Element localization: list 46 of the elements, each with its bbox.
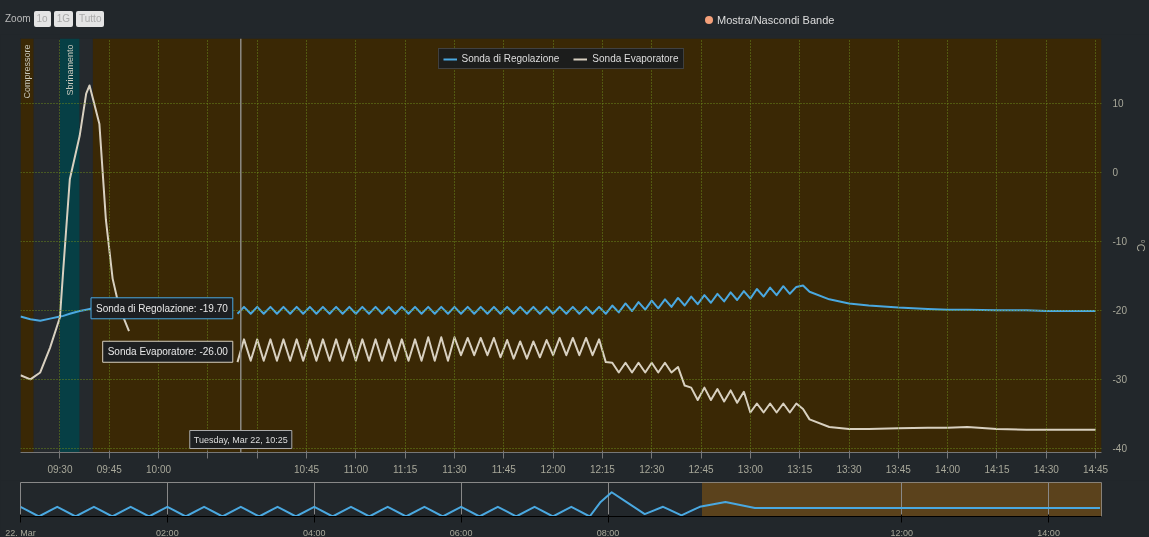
x-tick-label: 13:00: [737, 463, 764, 475]
x-tick-label: 06:00: [449, 527, 473, 537]
y-tick-label: -10: [1112, 236, 1128, 248]
band-label: Sbrinamento: [64, 44, 75, 96]
x-tick-label: 14:00: [935, 463, 961, 475]
y-tick-label: -30: [1112, 374, 1128, 386]
x-tick-label: 02:00: [156, 527, 179, 537]
x-tick-label: 09:45: [96, 463, 123, 475]
x-tick-label: 13:45: [885, 463, 912, 475]
x-tick-label: 12:00: [890, 527, 914, 537]
x-tick-label: 12:00: [540, 463, 567, 475]
x-tick-label: 12:30: [639, 463, 665, 475]
text: 1o: [33, 11, 51, 28]
text: Mostra/Nascondi Bande: [716, 13, 835, 28]
x-tick-label: 14:00: [1037, 527, 1060, 537]
x-tick-label: 08:00: [596, 527, 620, 537]
band-label: Compressore: [22, 44, 33, 99]
annotation: Sonda di Regolazione: -19.70: [96, 302, 229, 314]
x-tick-label: 14:15: [984, 463, 1010, 475]
x-tick-label: 13:30: [836, 463, 862, 475]
x-tick-label: 09:30: [47, 463, 73, 475]
x-tick-label: 14:30: [1033, 463, 1060, 475]
x-tick-label: 13:15: [787, 463, 813, 475]
y-tick-label: -20: [1112, 305, 1128, 317]
y-axis-title: °C: [1134, 239, 1147, 252]
x-tick-label: 12:45: [688, 463, 715, 475]
y-tick-label: -40: [1112, 443, 1128, 455]
text: Zoom: [5, 13, 31, 24]
x-tick-label: 11:15: [393, 463, 418, 475]
ref-line-label: Tuesday, Mar 22, 10:25: [193, 434, 288, 445]
y-tick-label: 10: [1112, 98, 1125, 110]
x-tick-label: 10:45: [294, 463, 320, 475]
x-tick-label: 11:00: [343, 463, 369, 475]
x-tick-label: 11:30: [442, 463, 468, 475]
x-tick-label: 22. Mar: [5, 527, 36, 537]
x-tick-label: 14:45: [1083, 463, 1109, 475]
x-tick-label: 10:00: [146, 463, 172, 475]
text: 1G: [53, 11, 74, 28]
legend-label: Sonda Evaporatore: [592, 53, 679, 64]
annotation: Sonda Evaporatore: -26.00: [107, 346, 229, 358]
x-tick-label: 12:15: [589, 463, 616, 475]
x-tick-label: 11:45: [491, 463, 517, 475]
legend-label: Sonda di Regolazione: [461, 53, 560, 64]
text: Tutto: [76, 11, 105, 28]
x-tick-label: 04:00: [302, 527, 326, 537]
y-tick-label: 0: [1112, 167, 1119, 179]
